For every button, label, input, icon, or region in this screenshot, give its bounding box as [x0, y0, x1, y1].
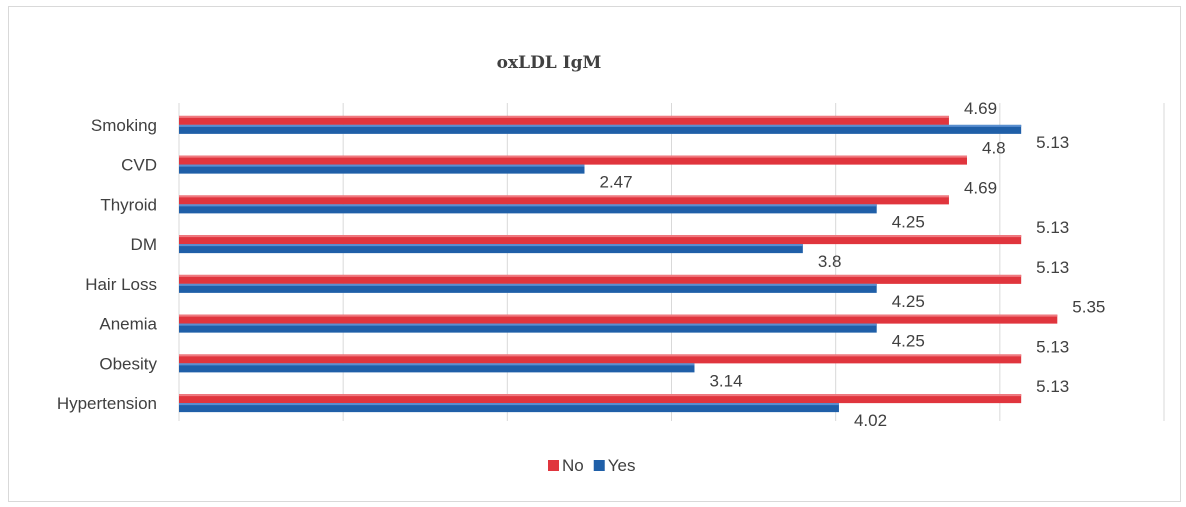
- data-label-yes: 4.25: [892, 292, 925, 311]
- data-label-no: 4.69: [964, 178, 997, 197]
- category-label: Anemia: [99, 315, 157, 334]
- bar-no: [179, 195, 949, 205]
- category-label: Thyroid: [100, 195, 157, 214]
- bar-no-highlight: [179, 195, 949, 198]
- bar-chart: oxLDL IgM Smoking 4.69 5.13 CVD 4.8 2.47 Thyro…: [57, 53, 1165, 475]
- category-label: Hypertension: [57, 394, 157, 413]
- bar-no-highlight: [179, 314, 1058, 317]
- bar-no: [179, 115, 949, 125]
- bar-no: [179, 354, 1022, 364]
- bar-yes-highlight: [179, 124, 1022, 127]
- bar-yes: [179, 244, 803, 254]
- bar-yes: [179, 283, 877, 293]
- bar-yes-highlight: [179, 244, 803, 247]
- chart-container: oxLDL IgM Smoking 4.69 5.13 CVD 4.8 2.47 Thyro…: [8, 6, 1181, 502]
- data-label-no: 4.69: [964, 99, 997, 118]
- bar-yes-highlight: [179, 403, 839, 406]
- category-label: Obesity: [99, 354, 157, 373]
- bar-no-highlight: [179, 235, 1022, 238]
- bar-no: [179, 235, 1022, 245]
- data-label-yes: 4.25: [892, 332, 925, 351]
- bar-no-highlight: [179, 115, 949, 118]
- bar-yes: [179, 204, 877, 214]
- legend-label: No: [562, 456, 584, 475]
- data-label-no: 5.13: [1036, 337, 1069, 356]
- data-label-no: 4.8: [982, 139, 1006, 158]
- bar-no-highlight: [179, 394, 1022, 397]
- labels: Smoking 4.69 5.13 CVD 4.8 2.47 Thyroid 4.69 4.25…: [57, 99, 1106, 430]
- data-label-no: 5.13: [1036, 218, 1069, 237]
- bar-yes: [179, 124, 1022, 134]
- bar-no: [179, 394, 1022, 404]
- bar-no-highlight: [179, 155, 967, 158]
- bar-no-highlight: [179, 354, 1022, 357]
- bar-no: [179, 274, 1022, 284]
- bar-no-highlight: [179, 274, 1022, 277]
- bar-yes-highlight: [179, 204, 877, 207]
- gridlines: [178, 103, 1165, 421]
- data-label-yes: 3.8: [818, 252, 842, 271]
- category-label: Smoking: [91, 116, 157, 135]
- bar-yes: [179, 403, 839, 413]
- legend-label: Yes: [608, 456, 636, 475]
- bars: [179, 115, 1058, 413]
- category-label: CVD: [121, 156, 157, 175]
- data-label-yes: 4.02: [854, 411, 887, 430]
- data-label-yes: 5.13: [1036, 133, 1069, 152]
- category-label: DM: [131, 235, 157, 254]
- legend-swatch: [548, 460, 559, 471]
- bar-yes-highlight: [179, 323, 877, 326]
- data-label-yes: 4.25: [892, 212, 925, 231]
- data-label-no: 5.35: [1072, 298, 1105, 317]
- bar-no: [179, 314, 1058, 324]
- bar-yes: [179, 363, 695, 373]
- data-label-yes: 3.14: [709, 371, 742, 390]
- chart-title: oxLDL IgM: [497, 53, 602, 73]
- legend-swatch: [593, 460, 605, 471]
- data-label-yes: 2.47: [599, 173, 632, 192]
- legend: No Yes: [548, 456, 635, 475]
- bar-yes: [179, 323, 877, 333]
- data-label-no: 5.13: [1036, 258, 1069, 277]
- bar-yes-highlight: [179, 363, 695, 366]
- bar-yes: [179, 164, 585, 174]
- bar-no: [179, 155, 967, 165]
- bar-yes-highlight: [179, 283, 877, 286]
- bar-yes-highlight: [179, 164, 585, 167]
- category-label: Hair Loss: [85, 275, 157, 294]
- data-label-no: 5.13: [1036, 377, 1069, 396]
